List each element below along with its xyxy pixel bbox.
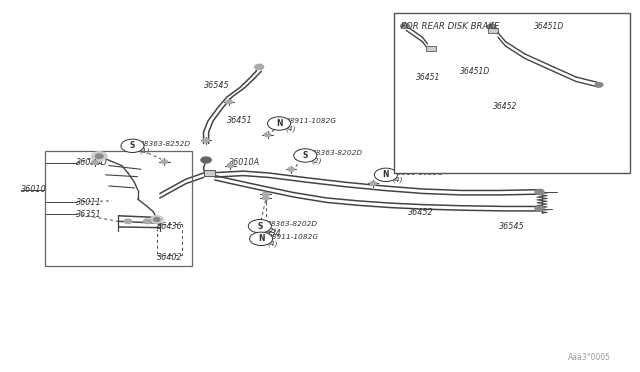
Circle shape	[264, 133, 271, 137]
Circle shape	[250, 232, 273, 246]
Circle shape	[124, 219, 132, 224]
Text: 36534: 36534	[256, 229, 282, 238]
Circle shape	[92, 161, 98, 164]
Text: FOR REAR DISK BRAKE: FOR REAR DISK BRAKE	[401, 22, 500, 31]
Circle shape	[203, 138, 209, 142]
Text: 08911-1082G
(4): 08911-1082G (4)	[392, 170, 444, 183]
Text: 36011: 36011	[76, 198, 101, 207]
Bar	[488, 28, 498, 33]
Text: 08363-8202D
(2): 08363-8202D (2)	[312, 150, 363, 164]
Text: 36451: 36451	[416, 73, 440, 81]
Text: 36010A: 36010A	[229, 158, 260, 167]
Bar	[45, 151, 192, 266]
Circle shape	[288, 167, 294, 171]
Circle shape	[262, 196, 269, 200]
Text: 36451D: 36451D	[460, 67, 490, 76]
Circle shape	[161, 160, 168, 164]
Text: N: N	[276, 119, 282, 128]
Text: 36351: 36351	[76, 210, 101, 219]
Text: N: N	[383, 170, 389, 179]
Circle shape	[595, 83, 603, 87]
Text: 36451: 36451	[227, 116, 253, 125]
Circle shape	[248, 219, 271, 233]
Circle shape	[92, 152, 107, 161]
Circle shape	[121, 139, 144, 153]
Circle shape	[255, 64, 264, 70]
Text: 08911-1082G
(4): 08911-1082G (4)	[285, 118, 337, 132]
Circle shape	[262, 192, 269, 196]
Text: 36452: 36452	[493, 102, 517, 111]
Circle shape	[370, 182, 376, 185]
Circle shape	[227, 164, 234, 167]
Circle shape	[535, 189, 544, 195]
Text: S: S	[257, 222, 262, 231]
Circle shape	[201, 157, 211, 163]
Bar	[204, 170, 215, 176]
Circle shape	[262, 229, 269, 232]
Circle shape	[401, 23, 410, 29]
Bar	[394, 13, 630, 173]
Circle shape	[95, 154, 103, 158]
Text: 36010: 36010	[21, 185, 47, 194]
Text: 36010D: 36010D	[76, 158, 108, 167]
Circle shape	[143, 219, 151, 224]
Text: S: S	[303, 151, 308, 160]
Text: 36545: 36545	[499, 222, 525, 231]
Circle shape	[268, 117, 291, 130]
Circle shape	[487, 24, 496, 29]
Text: 36436: 36436	[157, 222, 182, 231]
Text: 36452: 36452	[408, 208, 433, 217]
Text: 08911-1082G
(4): 08911-1082G (4)	[268, 234, 319, 247]
Text: 08363-8202D
(2): 08363-8202D (2)	[266, 221, 317, 234]
Circle shape	[374, 168, 397, 182]
Circle shape	[262, 235, 269, 239]
Text: N: N	[258, 234, 264, 243]
Text: S: S	[130, 141, 135, 150]
Text: 08363-8252D
(1): 08363-8252D (1)	[140, 141, 191, 154]
Text: 36545: 36545	[204, 81, 229, 90]
Text: 36402: 36402	[157, 253, 182, 262]
Circle shape	[294, 149, 317, 162]
Circle shape	[226, 100, 232, 104]
Circle shape	[154, 218, 160, 221]
Text: 36451D: 36451D	[534, 22, 564, 31]
Text: Aää3°0005: Aää3°0005	[568, 353, 611, 362]
Circle shape	[535, 206, 544, 211]
Circle shape	[150, 216, 163, 223]
Bar	[426, 46, 436, 51]
